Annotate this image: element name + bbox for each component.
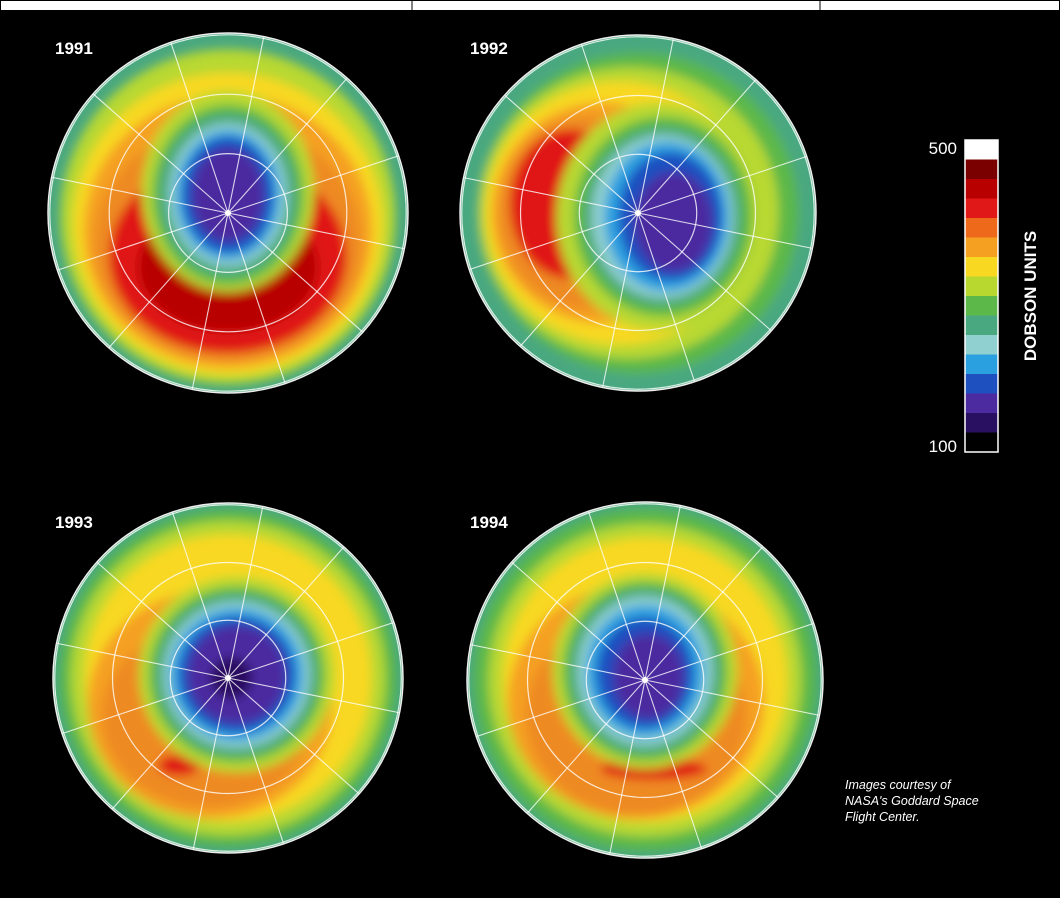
panel-label: 1991	[55, 39, 93, 58]
legend-max: 500	[929, 139, 957, 158]
panel-label: 1992	[470, 39, 508, 58]
color-step	[965, 433, 998, 453]
legend-min: 100	[929, 437, 957, 456]
panel-label: 1993	[55, 513, 93, 532]
credit-line: Images courtesy of	[845, 778, 952, 792]
credit-line: NASA's Goddard Space	[845, 794, 979, 808]
ozone-map	[48, 33, 408, 393]
color-step	[965, 296, 998, 316]
ozone-map	[53, 503, 403, 853]
pole	[635, 210, 641, 216]
color-step	[965, 394, 998, 414]
ozone-map	[460, 35, 816, 391]
color-step	[965, 335, 998, 355]
map-layers	[61, 49, 396, 384]
legend-title: DOBSON UNITS	[1021, 231, 1040, 361]
color-step	[965, 140, 998, 160]
color-step	[965, 179, 998, 199]
credit-line: Flight Center.	[845, 810, 920, 824]
top-strip	[1, 1, 1060, 11]
ozone-band	[634, 172, 712, 272]
color-step	[965, 257, 998, 277]
color-step	[965, 160, 998, 180]
color-step	[965, 374, 998, 394]
figure: 1991 1992 1993 1994 500 100 DOBSON UNITS…	[0, 0, 1060, 898]
color-step	[965, 316, 998, 336]
color-bar	[965, 140, 998, 453]
pole	[225, 675, 231, 681]
ozone-map	[467, 502, 823, 858]
color-step	[965, 238, 998, 258]
pole	[225, 210, 231, 216]
color-step	[965, 218, 998, 238]
panel-label: 1994	[470, 513, 508, 532]
pole	[642, 677, 648, 683]
color-step	[965, 199, 998, 219]
color-step	[965, 355, 998, 375]
color-step	[965, 413, 998, 433]
ozone-band	[192, 148, 264, 242]
color-step	[965, 277, 998, 297]
